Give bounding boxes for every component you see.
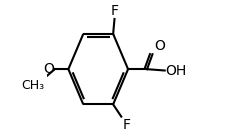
Text: F: F — [111, 4, 118, 18]
Text: O: O — [154, 39, 165, 53]
Text: OH: OH — [165, 64, 187, 78]
Text: CH₃: CH₃ — [22, 79, 45, 92]
Text: O: O — [43, 62, 54, 76]
Text: F: F — [123, 118, 131, 132]
